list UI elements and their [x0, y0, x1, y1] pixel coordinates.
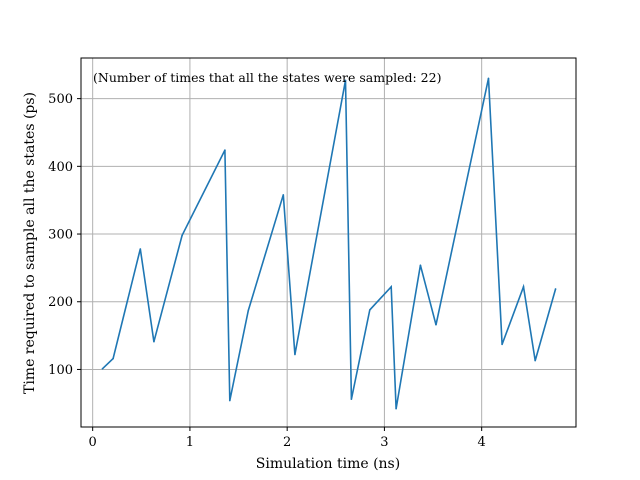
data-point	[501, 343, 503, 346]
x-tick-label: 0	[89, 435, 97, 450]
data-point	[554, 288, 557, 290]
data-point	[390, 286, 393, 288]
data-point	[395, 407, 397, 410]
data-point	[344, 79, 347, 82]
data-point	[181, 234, 183, 237]
x-tick-label: 2	[283, 435, 291, 450]
data-point	[350, 398, 353, 401]
series-line	[101, 78, 557, 409]
y-tick-label: 100	[48, 363, 73, 378]
x-tick-label: 3	[380, 435, 388, 450]
plot-area-frame	[80, 57, 577, 428]
data-point	[112, 357, 114, 360]
y-tick-label: 500	[48, 92, 73, 107]
data-point	[435, 323, 437, 326]
x-axis-ticks: 0 1 2 3 4	[89, 427, 486, 450]
data-point	[487, 77, 490, 80]
data-point	[139, 248, 142, 250]
x-axis-label: Simulation time (ns)	[256, 456, 400, 472]
data-point	[419, 264, 422, 266]
data-point	[224, 149, 226, 151]
data-point	[101, 367, 104, 370]
x-tick-label: 1	[186, 435, 194, 450]
y-tick-label: 400	[48, 160, 73, 175]
data-point	[282, 193, 285, 196]
data-point	[228, 399, 231, 402]
data-point	[294, 353, 296, 356]
x-tick-label: 4	[478, 435, 486, 450]
data-point	[153, 340, 155, 343]
data-points	[101, 77, 557, 410]
data-point	[247, 309, 250, 312]
y-axis-label: Time required to sample all the states (…	[22, 92, 38, 394]
chart-annotation: (Number of times that all the states wer…	[93, 70, 441, 85]
grid-lines	[81, 58, 576, 427]
y-tick-label: 300	[48, 228, 73, 243]
data-point	[522, 286, 525, 288]
y-tick-label: 200	[48, 295, 73, 310]
data-point	[534, 359, 536, 362]
data-point	[369, 309, 371, 311]
y-axis-ticks: 100 200 300 400 500	[48, 92, 81, 378]
